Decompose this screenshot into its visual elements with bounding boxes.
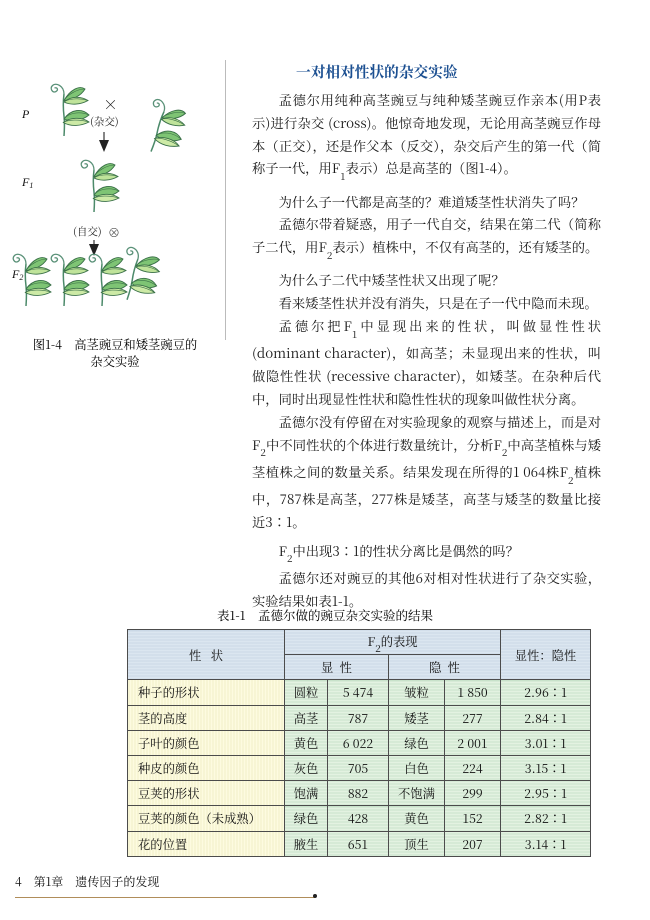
svg-text:F1: F1 xyxy=(21,175,33,190)
svg-text:P: P xyxy=(21,107,30,121)
svg-text:⊗: ⊗ xyxy=(108,224,120,241)
svg-text:(杂交): (杂交) xyxy=(90,114,119,129)
svg-text:×: × xyxy=(103,94,118,115)
svg-text:(自交): (自交) xyxy=(73,224,102,239)
svg-text:F2: F2 xyxy=(11,267,23,282)
